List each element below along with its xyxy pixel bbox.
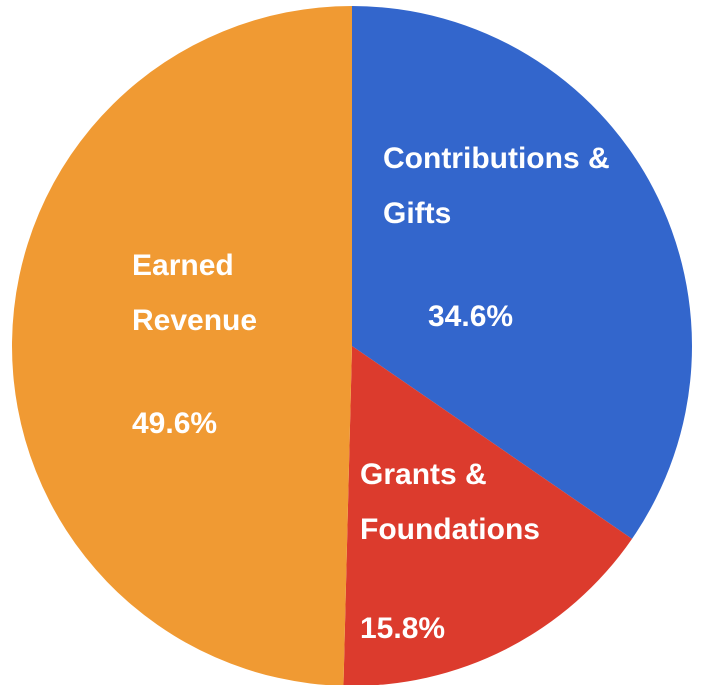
slice-label: Grants & Foundations: [360, 458, 540, 546]
value-label: 15.8%: [360, 612, 446, 645]
value-label: 34.6%: [428, 300, 514, 333]
slice-label: Earned Revenue: [132, 249, 258, 337]
value-label: 49.6%: [132, 407, 218, 440]
pie-slice: [343, 346, 633, 685]
pie-slice: [352, 6, 693, 539]
slice-label: Contributions & Gifts: [383, 142, 610, 230]
pie-slice: [12, 6, 352, 685]
